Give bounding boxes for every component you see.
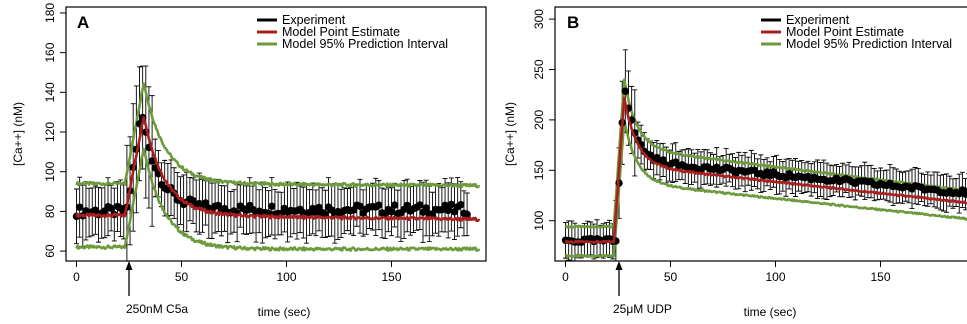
data-point	[75, 203, 84, 211]
x-tick-label-a: 50	[175, 270, 189, 284]
stimulus-label-a: 250nM C5a	[126, 302, 188, 316]
y-axis-label-b: [Ca++] (nM)	[503, 102, 517, 166]
y-tick-label-a: 140	[43, 82, 57, 102]
data-point	[312, 209, 320, 217]
legend-entry-experiment-b: Experiment	[786, 13, 850, 27]
data-point	[422, 204, 430, 212]
legend-a: Experiment Model Point Estimate Model 95…	[257, 13, 448, 51]
prediction-lower-line	[75, 147, 481, 252]
x-tick-label-a: 150	[381, 270, 401, 284]
stimulus-arrowhead-a	[125, 261, 133, 270]
prediction-upper-line	[564, 78, 967, 229]
data-point	[387, 208, 396, 216]
stimulus-marker-b: 25μM UDP	[613, 261, 672, 316]
data-point	[621, 87, 630, 95]
y-tick-label-a: 100	[43, 161, 57, 181]
y-tick-label-b: 100	[532, 210, 546, 230]
y-tick-label-b: 250	[532, 59, 546, 79]
legend-entry-interval-a: Model 95% Prediction Interval	[282, 37, 448, 51]
panel-label-b: B	[567, 13, 579, 32]
plot-frame-b	[554, 6, 967, 262]
y-tick-label-a: 60	[43, 244, 57, 258]
data-point	[416, 201, 424, 209]
x-tick-label-b: 50	[664, 270, 678, 284]
plot-area-b	[561, 49, 967, 261]
data-point	[107, 204, 115, 212]
data-point	[390, 201, 399, 209]
prediction-upper-line	[75, 82, 481, 189]
axes-b: 0 50 100 150 100 150 200 250 300	[532, 9, 891, 284]
y-tick-label-a: 180	[43, 3, 57, 23]
legend-entry-model-b: Model Point Estimate	[786, 25, 904, 39]
x-tick-label-a: 0	[73, 270, 80, 284]
data-point	[447, 200, 456, 209]
data-point	[375, 201, 383, 209]
y-tick-label-b: 200	[532, 110, 546, 130]
x-axis-label-b: time (sec)	[744, 305, 797, 319]
plot-frame-a	[65, 6, 487, 262]
stimulus-arrowhead-b	[615, 261, 623, 270]
data-point	[403, 201, 411, 210]
prediction-lower-line	[564, 118, 967, 259]
data-point	[463, 210, 471, 219]
legend-entry-interval-b: Model 95% Prediction Interval	[786, 37, 952, 51]
legend-b: Experiment Model Point Estimate Model 95…	[761, 13, 952, 51]
y-tick-label-a: 160	[43, 42, 57, 62]
y-axis-label-a: [Ca++] (nM)	[11, 102, 25, 166]
stimulus-marker-a: 250nM C5a	[125, 261, 188, 316]
x-axis-label-a: time (sec)	[258, 305, 311, 319]
x-tick-label-a: 100	[276, 270, 296, 284]
data-point	[444, 206, 452, 215]
data-point	[356, 202, 364, 210]
y-tick-label-a: 80	[43, 204, 57, 218]
axes-a: 0 50 100 150 60 80 100 120 140 160 180	[43, 3, 402, 284]
panel-label-a: A	[77, 13, 89, 32]
y-tick-label-b: 300	[532, 9, 546, 29]
legend-entry-experiment-a: Experiment	[282, 13, 346, 27]
model-estimate-line	[75, 116, 481, 223]
data-point	[457, 201, 465, 209]
y-tick-label-b: 150	[532, 160, 546, 180]
x-tick-label-b: 0	[562, 270, 569, 284]
stimulus-label-b: 25μM UDP	[613, 302, 672, 316]
y-tick-label-a: 120	[43, 122, 57, 142]
data-point	[268, 202, 276, 210]
model-estimate-line	[564, 96, 967, 244]
data-point	[321, 210, 330, 218]
legend-entry-model-a: Model Point Estimate	[282, 25, 400, 39]
plot-area-a	[72, 65, 481, 261]
data-point	[148, 157, 156, 165]
x-tick-label-b: 100	[765, 270, 785, 284]
x-tick-label-b: 150	[870, 270, 890, 284]
panel-a: 0 50 100 150 60 80 100 120 140 160 180 A Experimen…	[11, 3, 487, 319]
panel-b: 0 50 100 150 100 150 200 250 300 B Experiment Mo…	[503, 6, 967, 319]
